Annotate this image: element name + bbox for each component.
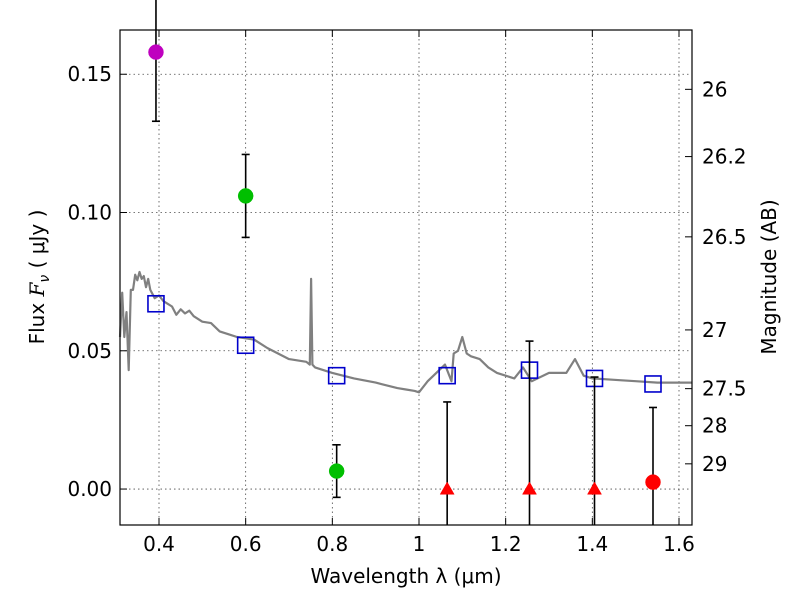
x-tick-label: 0.4 xyxy=(143,532,175,556)
y-axis-label-symbol: F xyxy=(25,281,49,297)
x-tick-label: 1 xyxy=(413,532,426,556)
y-tick-label: 0.00 xyxy=(67,477,112,501)
mag-tick-label: 27 xyxy=(702,318,727,342)
model-square xyxy=(327,366,346,385)
y-axis-label-prefix: Flux xyxy=(25,296,49,344)
upper-limit-marker xyxy=(522,481,537,495)
mag-tick-label: 29 xyxy=(702,452,727,476)
axis-ticks: 0.4 0.6 0.8 1 1.2 1.4 1.6 0.00 0.05 0.10 0.15 26 26.… xyxy=(67,30,747,556)
y-tick-label: 0.05 xyxy=(67,339,112,363)
upper-limit-marker xyxy=(587,481,602,495)
observed-point xyxy=(645,474,661,490)
model-square xyxy=(236,336,255,355)
data-points xyxy=(147,0,662,525)
plot-frame xyxy=(119,29,693,526)
spectrum-line xyxy=(118,270,692,394)
upper-limit-marker xyxy=(439,481,455,495)
y-axis-label-suffix: ( μJy ) xyxy=(25,210,49,275)
mag-tick-label: 26.2 xyxy=(702,145,747,169)
x-tick-label: 0.8 xyxy=(316,532,348,556)
model-square xyxy=(147,294,165,313)
mag-tick-label: 26.5 xyxy=(702,225,747,249)
model-square xyxy=(438,366,456,385)
model-square xyxy=(644,375,662,393)
x-tick-label: 1.4 xyxy=(576,532,608,556)
mag-tick-label: 28 xyxy=(702,414,727,438)
x-tick-label: 1.6 xyxy=(663,532,695,556)
y-tick-label: 0.10 xyxy=(67,201,112,225)
template-spectrum xyxy=(118,270,692,394)
x-tick-label: 1.2 xyxy=(490,532,522,556)
observed-point xyxy=(148,44,164,60)
y-axis-label: Flux Fν ( μJy ) xyxy=(25,210,53,345)
observed-point xyxy=(328,463,345,479)
x-tick-label: 0.6 xyxy=(230,532,262,556)
x-axis-label: Wavelength λ (μm) xyxy=(310,564,501,588)
grid xyxy=(120,30,692,525)
y-axis-label-subscript: ν xyxy=(37,275,53,283)
observed-point xyxy=(237,188,254,204)
mag-tick-label: 26 xyxy=(702,77,727,101)
y-tick-label: 0.15 xyxy=(67,62,112,86)
y2-axis-label: Magnitude (AB) xyxy=(757,199,781,354)
mag-tick-label: 27.5 xyxy=(702,377,747,401)
